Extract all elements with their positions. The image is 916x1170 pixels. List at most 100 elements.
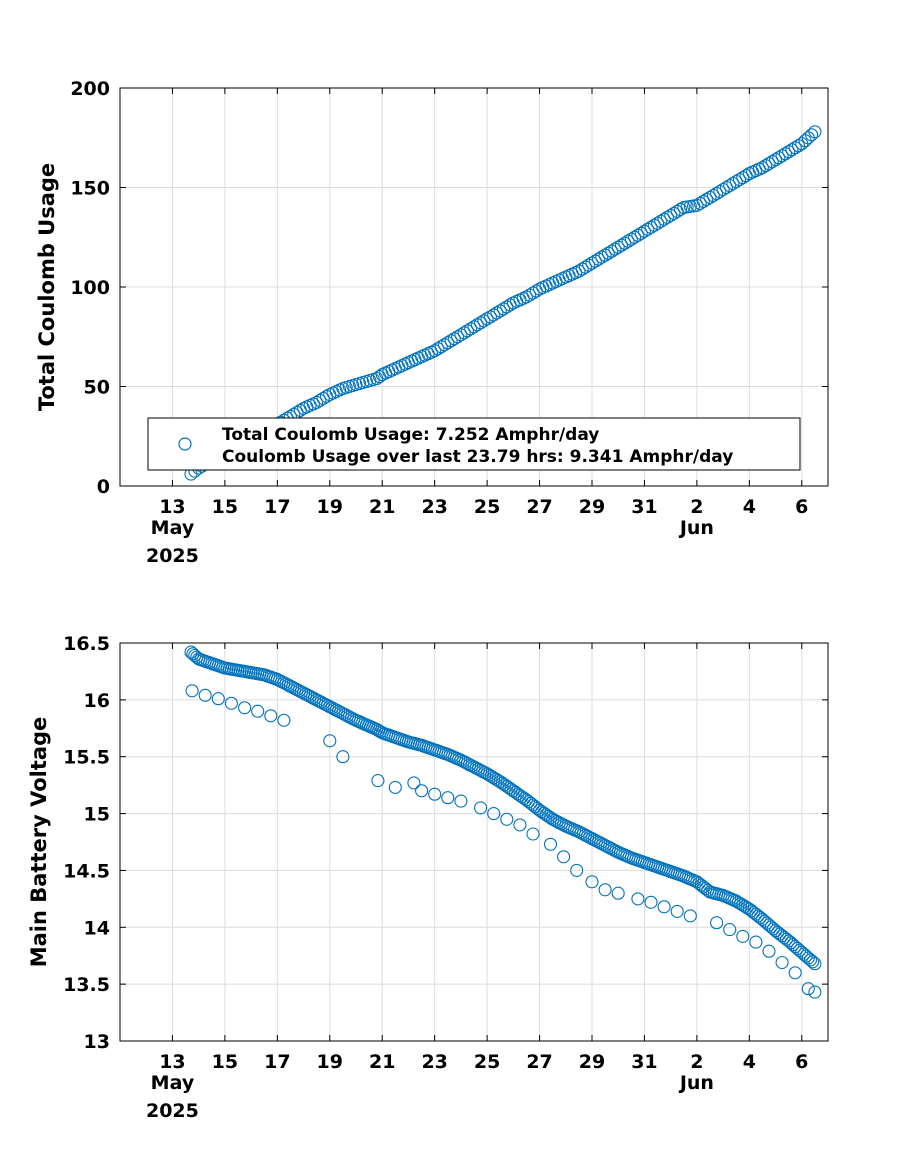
data-point (657, 212, 671, 226)
data-point (588, 254, 602, 268)
data-point (696, 194, 710, 208)
data-point (495, 776, 509, 790)
data-point (500, 812, 514, 826)
data-point (185, 684, 199, 698)
legend: Total Coulomb Usage: 7.252 Amphr/day Cou… (147, 417, 801, 471)
data-point (190, 650, 204, 664)
data-point (264, 709, 278, 723)
y-tick-labels: 0 50 100 150 200 (70, 78, 110, 498)
y-tick-label: 200 (70, 78, 110, 100)
data-point (464, 322, 478, 336)
data-points (184, 125, 822, 481)
data-point (808, 125, 822, 139)
data-point (631, 892, 645, 906)
data-point (515, 790, 529, 804)
axes-box (119, 87, 829, 487)
data-point (537, 806, 551, 820)
x-tick-sublabel: Jun (678, 517, 714, 539)
data-point (778, 147, 792, 161)
data-point (519, 290, 533, 304)
data-point (791, 139, 806, 153)
data-point (500, 300, 514, 314)
data-point (477, 314, 491, 328)
data-point (749, 935, 763, 949)
data-point (747, 905, 761, 920)
data-point (592, 252, 606, 266)
data-point (608, 242, 622, 256)
data-point (490, 306, 504, 320)
y-tick-label: 15.5 (63, 747, 110, 769)
data-point (673, 202, 688, 216)
data-point (447, 332, 461, 346)
data-point (706, 188, 720, 203)
data-point (782, 145, 796, 159)
data-point (437, 338, 452, 352)
data-point (692, 876, 706, 891)
y-axis-label: Main Battery Voltage (27, 717, 51, 968)
data-point (736, 929, 750, 943)
data-point (801, 982, 815, 996)
x-tick-label: 27 (526, 1051, 552, 1073)
data-point (277, 713, 291, 727)
data-point (710, 916, 724, 930)
data-point (428, 787, 442, 801)
data-point (788, 966, 802, 980)
y-axis-label: Total Coulomb Usage (35, 163, 59, 411)
data-point (480, 312, 494, 326)
y-tick-label: 13 (84, 1031, 110, 1053)
data-point (441, 791, 455, 805)
x-tick-label: 19 (317, 496, 343, 518)
data-point (474, 801, 488, 815)
x-tick-label: 15 (212, 496, 238, 518)
data-point (543, 837, 558, 851)
axes-box (119, 642, 829, 1042)
data-point (710, 186, 724, 201)
data-point (506, 784, 520, 798)
data-point (729, 174, 743, 189)
data-point (808, 985, 822, 999)
data-point (719, 180, 733, 195)
data-point (526, 286, 540, 300)
data-point (251, 704, 265, 718)
data-point (535, 805, 549, 819)
x-tick-label: 25 (474, 1051, 500, 1073)
data-point (769, 153, 783, 167)
data-point (628, 230, 642, 244)
y-tick-label: 0 (97, 476, 110, 498)
data-point (773, 927, 787, 941)
x-tick-sublabel: May (151, 1072, 195, 1094)
data-point (777, 930, 791, 945)
data-point (740, 901, 754, 915)
data-point (570, 863, 584, 877)
data-point (533, 803, 547, 817)
x-tick-label: 2 (690, 496, 703, 518)
data-point (557, 850, 571, 864)
data-point (451, 330, 465, 344)
data-point (575, 262, 589, 276)
data-point (732, 172, 747, 187)
legend-entry-total: Total Coulomb Usage: 7.252 Amphr/day (222, 425, 599, 445)
data-point (723, 178, 737, 193)
x-tick-label: 23 (421, 1051, 447, 1073)
y-tick-label: 13.5 (63, 974, 110, 996)
data-point (762, 157, 776, 171)
data-point (631, 228, 645, 242)
data-point (644, 220, 658, 234)
data-point (517, 791, 531, 805)
data-point (806, 955, 820, 969)
data-point (716, 182, 730, 197)
data-point (670, 904, 684, 918)
data-point (513, 818, 527, 832)
x-tick-label: 29 (579, 496, 605, 518)
legend-marker (178, 437, 192, 451)
data-point (765, 155, 779, 169)
data-point (598, 248, 612, 262)
data-point (762, 944, 776, 958)
x-tick-label: 6 (795, 1051, 808, 1073)
data-point (310, 395, 324, 409)
data-point (808, 957, 822, 971)
data-point (526, 827, 540, 841)
data-point (238, 701, 252, 715)
